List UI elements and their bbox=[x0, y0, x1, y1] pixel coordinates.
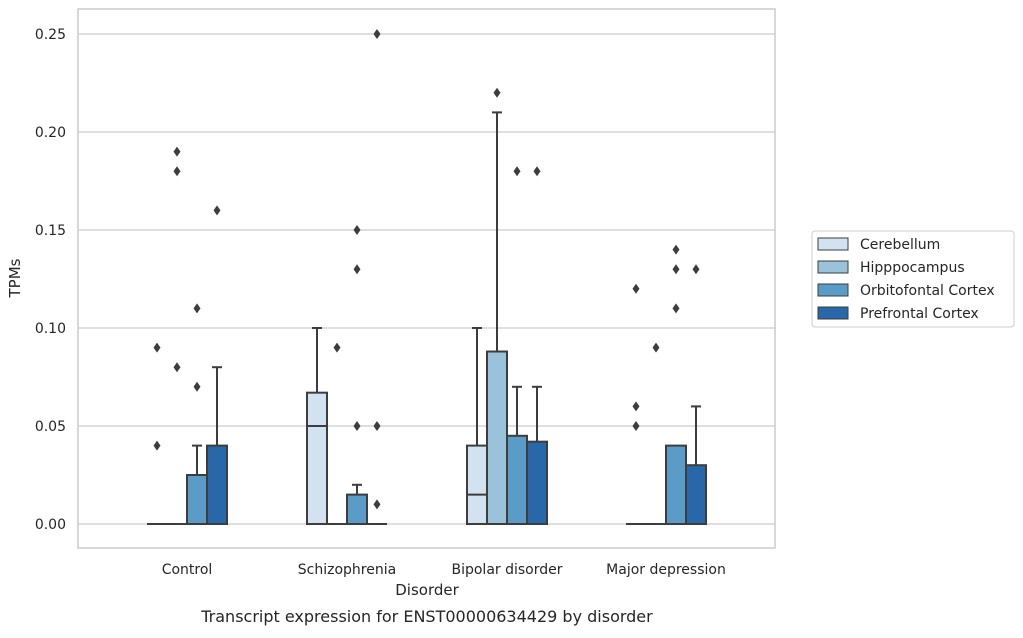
x-tick-labels: Control Schizophrenia Bipolar disorder Majo… bbox=[162, 562, 726, 578]
y-tick-label: 0.10 bbox=[35, 321, 66, 337]
box-cerebellum bbox=[626, 283, 646, 525]
box-body bbox=[306, 391, 328, 525]
box-cerebellum bbox=[147, 342, 167, 525]
outlier-point bbox=[193, 381, 201, 392]
legend-items: Cerebellum Hipppocampus Orbitofontal Corte… bbox=[817, 237, 995, 322]
outlier-point bbox=[533, 166, 541, 177]
box-body bbox=[346, 493, 368, 526]
outlier-point bbox=[153, 342, 161, 353]
outlier-point bbox=[672, 264, 680, 275]
y-axis-label: TPMs bbox=[6, 258, 24, 298]
box-body bbox=[506, 434, 528, 525]
outlier-point bbox=[173, 146, 181, 157]
outlier-point bbox=[632, 401, 640, 412]
outlier-point bbox=[193, 303, 201, 314]
box-hipppocampus bbox=[646, 342, 666, 525]
box-prefrontal-cortex bbox=[367, 29, 387, 525]
box-hipppocampus bbox=[167, 146, 187, 525]
box-cerebellum bbox=[466, 327, 488, 526]
box-layer bbox=[147, 29, 707, 526]
outlier-point bbox=[173, 166, 181, 177]
box-orbitofontal-cortex bbox=[506, 166, 528, 525]
box-cerebellum bbox=[306, 327, 328, 525]
box-body bbox=[486, 350, 508, 525]
legend-frame bbox=[811, 230, 1015, 328]
box-orbitofontal-cortex bbox=[186, 303, 208, 525]
outlier-point bbox=[153, 440, 161, 451]
box-body bbox=[186, 474, 208, 525]
y-tick-label: 0.25 bbox=[35, 27, 66, 43]
y-tick-label: 0.05 bbox=[35, 419, 66, 435]
legend-label: Prefrontal Cortex bbox=[860, 306, 979, 322]
legend-swatch bbox=[817, 237, 849, 251]
outlier-point bbox=[493, 87, 501, 98]
chart-caption: Transcript expression for ENST0000063442… bbox=[200, 607, 653, 626]
y-tick-label: 0.15 bbox=[35, 223, 66, 239]
x-tick-label: Bipolar disorder bbox=[451, 562, 562, 578]
legend-label: Cerebellum bbox=[860, 237, 940, 253]
y-tick-label: 0.00 bbox=[35, 517, 66, 533]
box-body bbox=[665, 444, 687, 526]
outlier-point bbox=[652, 342, 660, 353]
outlier-point bbox=[353, 225, 361, 235]
box-prefrontal-cortex bbox=[206, 205, 228, 526]
box-orbitofontal-cortex bbox=[665, 244, 687, 526]
outlier-point bbox=[672, 244, 680, 255]
x-tick-label: Schizophrenia bbox=[298, 562, 396, 578]
legend-swatch bbox=[817, 283, 849, 297]
box-hipppocampus bbox=[327, 342, 347, 525]
outlier-point bbox=[692, 264, 700, 275]
box-prefrontal-cortex bbox=[685, 264, 707, 526]
box-body bbox=[466, 444, 488, 526]
box-body bbox=[206, 444, 228, 526]
x-axis-label: Disorder bbox=[395, 581, 459, 599]
plot-frame bbox=[77, 8, 776, 549]
outlier-point bbox=[353, 264, 361, 275]
legend: Cerebellum Hipppocampus Orbitofontal Corte… bbox=[811, 230, 1015, 328]
outlier-point bbox=[373, 421, 381, 431]
box-prefrontal-cortex bbox=[526, 166, 548, 525]
outlier-point bbox=[373, 29, 381, 39]
legend-label: Orbitofontal Cortex bbox=[860, 283, 995, 299]
box-body bbox=[685, 464, 707, 526]
box-body bbox=[526, 440, 548, 525]
outlier-point bbox=[333, 342, 341, 353]
outlier-point bbox=[173, 362, 181, 373]
legend-swatch bbox=[817, 306, 849, 320]
outlier-point bbox=[373, 499, 381, 510]
x-tick-label: Control bbox=[162, 562, 213, 578]
outlier-point bbox=[513, 166, 521, 177]
box-orbitofontal-cortex bbox=[346, 225, 368, 526]
box-hipppocampus bbox=[486, 87, 508, 525]
y-tick-labels: 0.00 0.05 0.10 0.15 0.20 0.25 bbox=[35, 27, 66, 533]
legend-label: Hipppocampus bbox=[860, 260, 965, 276]
outlier-point bbox=[353, 421, 361, 431]
outlier-point bbox=[672, 303, 680, 314]
x-tick-label: Major depression bbox=[606, 562, 726, 578]
outlier-point bbox=[632, 283, 640, 294]
outlier-point bbox=[213, 205, 221, 216]
y-tick-label: 0.20 bbox=[35, 125, 66, 141]
legend-swatch bbox=[817, 260, 849, 274]
outlier-point bbox=[632, 421, 640, 431]
